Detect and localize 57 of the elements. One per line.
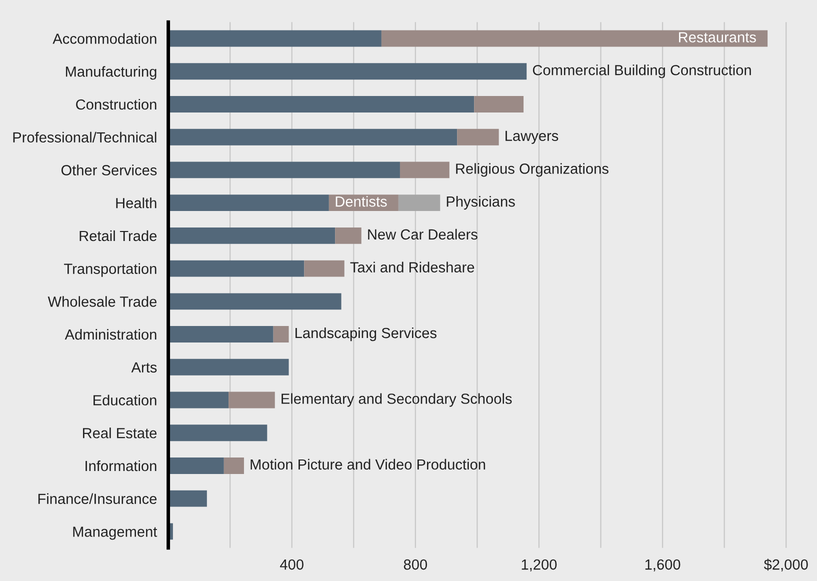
data-label: Restaurants xyxy=(679,32,756,42)
x-tick-label: 800 xyxy=(404,559,428,570)
y-tick-label: Information xyxy=(86,460,156,472)
bar xyxy=(273,326,289,342)
bar xyxy=(168,128,458,146)
bar xyxy=(168,63,527,80)
data-label: Elementary and Secondary Schools xyxy=(282,393,512,407)
y-tick-label: Management xyxy=(73,526,158,540)
bar xyxy=(168,392,229,408)
y-tick-label: Manufacturing xyxy=(66,66,156,80)
y-tick-label: Administration xyxy=(64,328,156,340)
data-label: Religious Organizations xyxy=(456,163,608,177)
bar xyxy=(168,194,329,212)
bar xyxy=(168,490,207,507)
y-tick-label: Real Estate xyxy=(83,428,157,438)
bar xyxy=(304,260,344,277)
x-tick-label: 1,200 xyxy=(522,559,557,572)
bar xyxy=(228,392,275,408)
data-label: New Car Dealers xyxy=(368,228,478,240)
bar xyxy=(400,162,450,178)
bar xyxy=(457,128,499,146)
bar xyxy=(168,424,268,442)
bar xyxy=(168,458,224,474)
data-label: Landscaping Services xyxy=(296,327,436,342)
y-tick-label: Finance/Insurance xyxy=(38,493,157,504)
bar xyxy=(168,162,400,178)
bar xyxy=(168,293,342,310)
data-label: Taxi and Rideshare xyxy=(350,262,474,272)
bar xyxy=(474,96,524,112)
y-tick-label: Transportation xyxy=(64,263,156,277)
data-label: Lawyers xyxy=(506,130,558,144)
bar xyxy=(168,326,274,342)
x-tick-label: 400 xyxy=(280,559,304,570)
y-tick-label: Arts xyxy=(131,362,157,373)
y-tick-label: Health xyxy=(116,198,156,208)
y-tick-label: Wholesale Trade xyxy=(48,296,157,307)
bar xyxy=(168,260,304,277)
y-tick-label: Construction xyxy=(76,98,156,110)
x-tick-label: $2,000 xyxy=(764,558,808,572)
data-label: Motion Picture and Video Production xyxy=(250,458,486,470)
data-label: Physicians xyxy=(446,196,515,210)
data-label: Dentists xyxy=(336,196,387,207)
x-tick-label: 1,600 xyxy=(645,559,680,572)
bar xyxy=(168,358,289,376)
data-label: Commercial Building Construction xyxy=(532,64,751,78)
bar xyxy=(168,30,382,47)
y-tick-label: Other Services xyxy=(61,164,157,176)
bar xyxy=(168,227,336,244)
bar xyxy=(398,194,440,212)
bar xyxy=(224,458,244,474)
y-tick-label: Accommodation xyxy=(52,33,156,44)
bar xyxy=(335,227,362,244)
y-tick-label: Professional/Technical xyxy=(13,132,156,143)
bar xyxy=(168,96,474,112)
bar xyxy=(381,30,768,47)
y-tick-label: Education xyxy=(94,394,156,406)
y-tick-label: Retail Trade xyxy=(80,230,157,242)
